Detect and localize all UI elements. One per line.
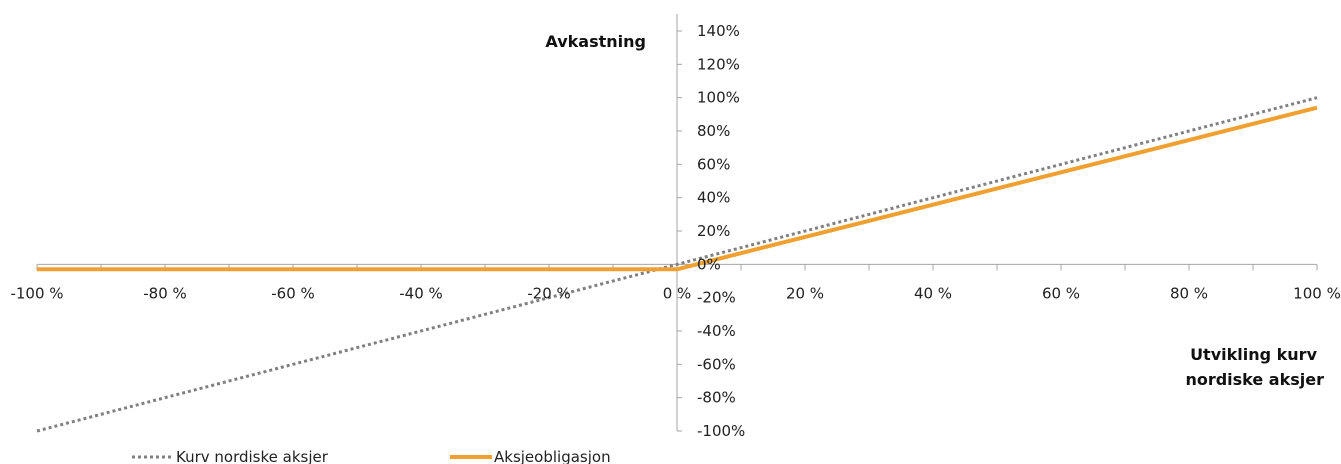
y-axis-title: Avkastning xyxy=(545,32,646,51)
y-tick-label: -80% xyxy=(697,389,736,407)
y-tick-label: -100% xyxy=(697,422,745,440)
y-tick-label: -40% xyxy=(697,322,736,340)
labels-layer: -100 % -80 % -60 % -40 % -20 % 0 % 20 % 40 % 60 … xyxy=(10,22,1340,440)
y-tick-label: 120% xyxy=(697,55,740,73)
y-tick-label: 80% xyxy=(697,122,730,140)
x-tick-label: 40 % xyxy=(914,284,952,302)
x-axis-title-line-1: Utvikling kurv xyxy=(1190,345,1318,364)
series-line-kurv-nordiske-aksjer xyxy=(36,96,1318,433)
x-tick-label: -20 % xyxy=(527,284,571,302)
legend: Kurv nordiske aksjer Aksjeobligasjon xyxy=(132,448,611,464)
x-tick-label: 0 % xyxy=(663,284,692,302)
x-tick-label: -60 % xyxy=(271,284,315,302)
legend-label-kurv-nordiske-aksjer: Kurv nordiske aksjer xyxy=(176,448,329,464)
axes-layer xyxy=(36,14,1318,432)
x-tick-label: 20 % xyxy=(786,284,824,302)
y-tick-label: 0% xyxy=(697,255,721,273)
x-tick-label: 80 % xyxy=(1170,284,1208,302)
x-tick-label: 100 % xyxy=(1293,284,1341,302)
y-tick-label: -20% xyxy=(697,289,736,307)
y-tick-label: 60% xyxy=(697,155,730,173)
x-tick-label: -40 % xyxy=(399,284,443,302)
x-tick-label: -80 % xyxy=(143,284,187,302)
y-tick-label: 140% xyxy=(697,22,740,40)
series-line-aksjeobligasjon xyxy=(37,105,1318,272)
y-tick-label: -60% xyxy=(697,355,736,373)
x-tick-label: 60 % xyxy=(1042,284,1080,302)
y-tick-label: 20% xyxy=(697,222,730,240)
y-tick-label: 40% xyxy=(697,189,730,207)
series-layer xyxy=(36,96,1318,433)
legend-label-aksjeobligasjon: Aksjeobligasjon xyxy=(494,448,611,464)
y-tick-label: 100% xyxy=(697,89,740,107)
x-axis-title-line-2: nordiske aksjer xyxy=(1185,370,1324,389)
x-tick-label: -100 % xyxy=(10,284,63,302)
